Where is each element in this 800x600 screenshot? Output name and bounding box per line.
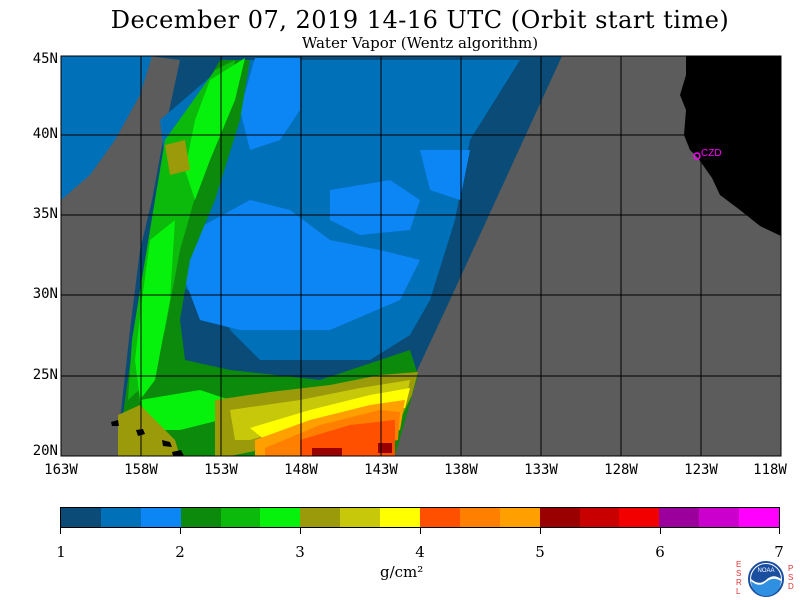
- colorbar-tick: [420, 528, 421, 534]
- lon-label-143w: 143W: [364, 462, 398, 478]
- colorbar-swatch: [220, 508, 261, 527]
- lat-lon-grid: [61, 56, 781, 456]
- colorbar-units: g/cm²: [380, 563, 424, 581]
- map-title: December 07, 2019 14-16 UTC (Orbit start…: [110, 6, 730, 34]
- colorbar-label-6: 6: [655, 543, 665, 561]
- hawaiian-islands: [111, 420, 184, 456]
- lat-label-45n: 45N: [32, 51, 58, 67]
- lon-label-128w: 128W: [604, 462, 638, 478]
- logo-letter: S: [736, 569, 742, 578]
- swath-bright-blue-2: [185, 200, 420, 330]
- colorbar-label-1: 1: [56, 543, 66, 561]
- lat-label-30n: 30N: [32, 286, 58, 302]
- colorbar-swatch: [100, 508, 141, 527]
- station-label: CZD: [701, 148, 722, 159]
- colorbar-swatch: [300, 508, 341, 527]
- lon-label-118w: 118W: [753, 462, 787, 478]
- swath-green-bright-2: [135, 220, 175, 400]
- colorbar-swatch: [659, 508, 700, 527]
- colorbar-swatch: [340, 508, 381, 527]
- colorbar-tick: [180, 528, 181, 534]
- colorbar-swatch: [380, 508, 421, 527]
- lon-label-148w: 148W: [284, 462, 318, 478]
- colorbar-swatch: [61, 508, 101, 527]
- logo-letter: R: [736, 578, 742, 587]
- colorbar-label-7: 7: [774, 543, 784, 561]
- swath-dark-red-2: [378, 443, 392, 453]
- logo-letter: L: [736, 587, 741, 596]
- colorbar-swatch: [459, 508, 500, 527]
- colorbar: [60, 507, 780, 528]
- colorbar-swatch: [619, 508, 660, 527]
- swath-bright-blue-3: [420, 150, 470, 200]
- map-subtitle: Water Vapor (Wentz algorithm): [301, 34, 539, 52]
- colorbar-swatch: [499, 508, 540, 527]
- swath-dark-red-1: [312, 448, 342, 456]
- colorbar-tick: [779, 528, 780, 534]
- land-california: [680, 56, 781, 236]
- colorbar-swatch: [579, 508, 620, 527]
- map-frame: [60, 55, 782, 457]
- noaa-emblem-icon: NOAA: [748, 561, 784, 597]
- logo-letter: E: [736, 560, 742, 569]
- noaa-logo: E S R L NOAA P S D: [736, 558, 796, 600]
- lon-label-138w: 138W: [444, 462, 478, 478]
- colorbar-tick: [60, 528, 61, 534]
- swath-bright-blue-4: [330, 180, 420, 235]
- swath-yellow: [250, 388, 410, 440]
- swath-olive: [165, 140, 190, 175]
- swath-bright-blue-1: [240, 58, 300, 150]
- swath-left-sliver: [61, 56, 152, 200]
- swath-green-bright-3: [140, 390, 230, 430]
- colorbar-label-3: 3: [295, 543, 305, 561]
- logo-letter: S: [788, 573, 794, 582]
- lon-label-123w: 123W: [684, 462, 718, 478]
- colorbar-tick: [660, 528, 661, 534]
- logo-letter: D: [788, 582, 794, 591]
- lat-label-25n: 25N: [32, 367, 58, 383]
- colorbar-label-5: 5: [535, 543, 545, 561]
- lat-label-20n: 20N: [32, 443, 58, 459]
- colorbar-label-2: 2: [175, 543, 185, 561]
- colorbar-swatch: [699, 508, 740, 527]
- logo-letter: P: [788, 564, 794, 573]
- colorbar-swatch: [180, 508, 221, 527]
- colorbar-swatch: [539, 508, 580, 527]
- lon-label-153w: 153W: [204, 462, 238, 478]
- colorbar-swatch: [260, 508, 301, 527]
- colorbar-swatch: [739, 508, 780, 527]
- colorbar-label-4: 4: [415, 543, 425, 561]
- colorbar-swatch: [420, 508, 460, 527]
- colorbar-tick: [540, 528, 541, 534]
- station-marker: [693, 152, 701, 160]
- svg-text:NOAA: NOAA: [757, 568, 774, 574]
- colorbar-tick: [300, 528, 301, 534]
- colorbar-swatch: [140, 508, 181, 527]
- lon-label-163w: 163W: [44, 462, 78, 478]
- swath-red-orange: [300, 420, 395, 456]
- lon-label-133w: 133W: [524, 462, 558, 478]
- lat-label-35n: 35N: [32, 206, 58, 222]
- swath-green-bright: [185, 58, 245, 200]
- lon-label-158w: 158W: [124, 462, 158, 478]
- lat-label-40n: 40N: [32, 126, 58, 142]
